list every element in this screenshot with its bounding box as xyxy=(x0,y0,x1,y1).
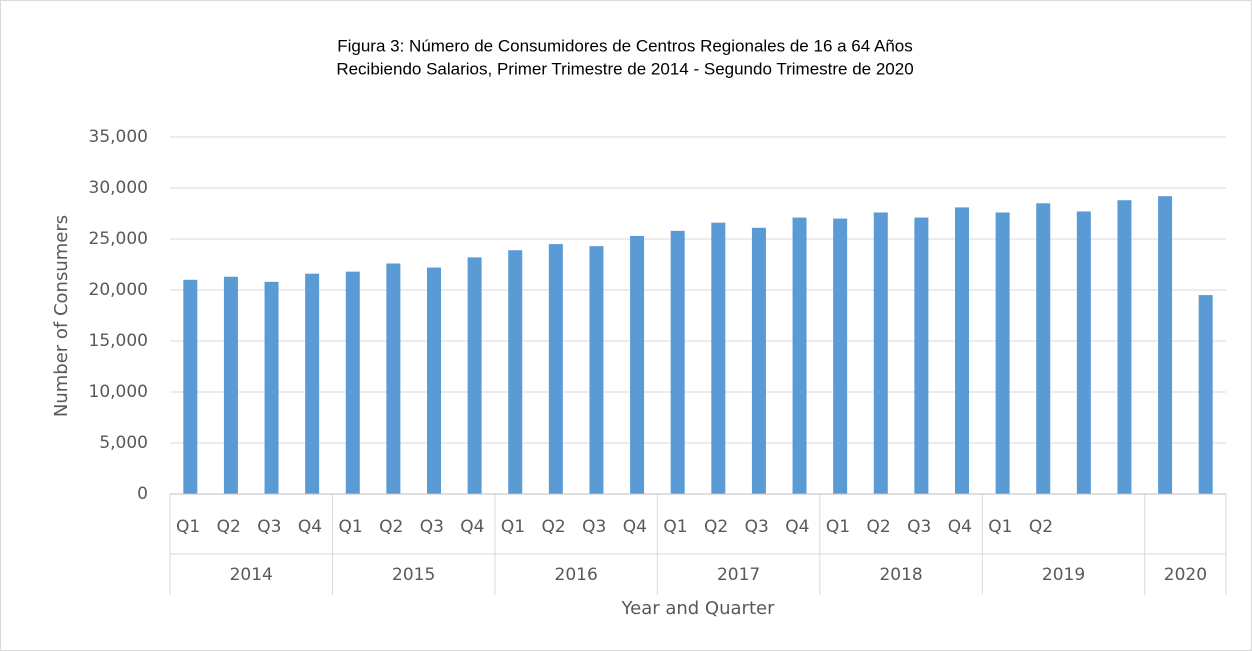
x-tick-label: Q4 xyxy=(785,517,809,537)
chart-title: Recibiendo Salarios, Primer Trimestre de… xyxy=(336,59,913,78)
bar xyxy=(873,212,888,495)
bar xyxy=(1036,203,1051,495)
year-label: 2014 xyxy=(230,565,273,585)
x-tick-label: Q3 xyxy=(257,517,281,537)
bar xyxy=(467,257,482,494)
x-tick-label: Q2 xyxy=(866,517,890,537)
year-label: 2020 xyxy=(1164,565,1207,585)
x-tick-label: Q2 xyxy=(1029,517,1053,537)
y-tick-label: 30,000 xyxy=(89,178,148,198)
bar xyxy=(305,273,320,494)
x-tick-label: Q2 xyxy=(704,517,728,537)
year-label: 2015 xyxy=(392,565,435,585)
bar xyxy=(995,212,1010,495)
bar xyxy=(1076,211,1091,494)
bar xyxy=(223,276,238,494)
x-tick-label: Q3 xyxy=(420,517,444,537)
x-tick-label: Q4 xyxy=(623,517,647,537)
x-tick-label: Q1 xyxy=(176,517,200,537)
bar xyxy=(548,244,563,494)
x-tick-label: Q1 xyxy=(338,517,362,537)
year-label: 2019 xyxy=(1042,565,1085,585)
y-tick-label: 25,000 xyxy=(89,229,148,249)
bar xyxy=(833,218,848,494)
y-tick-label: 10,000 xyxy=(89,382,148,402)
y-tick-label: 0 xyxy=(137,484,148,504)
y-tick-label: 15,000 xyxy=(89,331,148,351)
bar xyxy=(711,222,726,494)
x-tick-label: Q4 xyxy=(460,517,484,537)
bar xyxy=(792,217,807,494)
x-tick-label: Q3 xyxy=(582,517,606,537)
x-tick-label: Q2 xyxy=(217,517,241,537)
x-tick-label: Q1 xyxy=(501,517,525,537)
x-axis-title: Year and Quarter xyxy=(621,598,776,619)
bar xyxy=(1158,196,1173,494)
bar xyxy=(670,230,685,494)
chart-title: Figura 3: Número de Consumidores de Cent… xyxy=(337,36,913,55)
x-tick-label: Q4 xyxy=(948,517,972,537)
bar xyxy=(1198,295,1213,494)
bar xyxy=(955,207,969,494)
x-tick-label: Q1 xyxy=(988,517,1012,537)
year-label: 2017 xyxy=(717,565,760,585)
bar xyxy=(630,235,645,494)
bar xyxy=(264,281,279,494)
bar xyxy=(183,279,198,494)
y-tick-label: 5,000 xyxy=(99,433,148,453)
year-label: 2016 xyxy=(555,565,598,585)
year-label: 2018 xyxy=(879,565,922,585)
x-tick-label: Q1 xyxy=(826,517,850,537)
bar xyxy=(427,267,441,494)
bar xyxy=(508,250,523,494)
y-tick-label: 35,000 xyxy=(89,127,148,147)
x-tick-label: Q2 xyxy=(379,517,403,537)
bar xyxy=(345,271,360,494)
y-tick-label: 20,000 xyxy=(89,280,148,300)
bar xyxy=(751,227,766,494)
bar xyxy=(1117,200,1132,495)
y-axis-title: Number of Consumers xyxy=(51,215,72,417)
bar xyxy=(914,217,929,494)
x-tick-label: Q4 xyxy=(298,517,322,537)
x-tick-label: Q2 xyxy=(542,517,566,537)
bar xyxy=(386,263,401,494)
x-tick-label: Q1 xyxy=(663,517,687,537)
x-tick-label: Q3 xyxy=(907,517,931,537)
bar xyxy=(589,246,604,494)
x-tick-label: Q3 xyxy=(745,517,769,537)
